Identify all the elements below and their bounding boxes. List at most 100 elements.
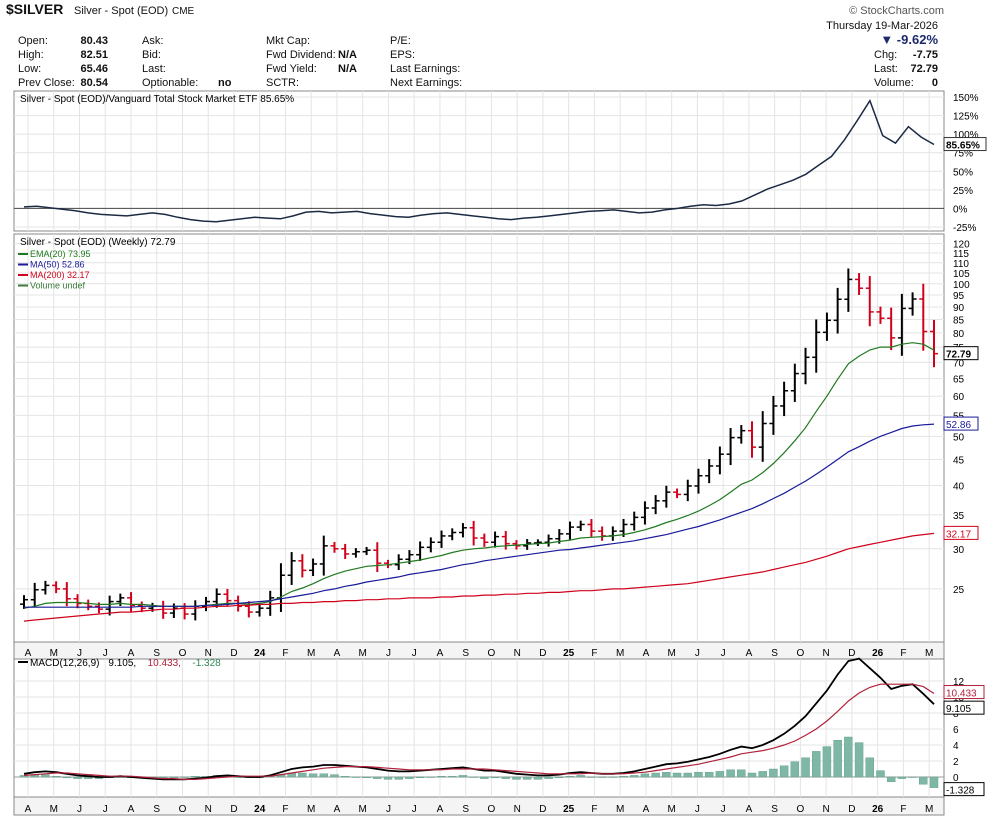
x-axis-label: J	[412, 648, 417, 659]
legend-entry: MA(50) 52.86	[30, 260, 85, 270]
x-axis-label: M	[667, 804, 675, 815]
x-axis-label: A	[643, 804, 650, 815]
x-axis-label: O	[488, 804, 496, 815]
quote-row: Chg: -7.75	[874, 48, 938, 62]
macd-hist-bar	[897, 776, 907, 779]
pane-frame	[13, 90, 945, 232]
macd-value-label: -1.328	[946, 786, 975, 797]
x-axis-label: S	[153, 648, 160, 659]
y-tick-label: 30	[953, 545, 965, 556]
y-tick-label: 95	[953, 291, 965, 302]
quote-key: EPS:	[390, 49, 416, 61]
macd-line	[23, 657, 935, 781]
ma50-line	[24, 423, 935, 608]
x-axis-label: M	[616, 804, 624, 815]
y-tick-label: 125%	[953, 112, 979, 123]
x-axis-label: J	[412, 804, 417, 815]
x-axis-label: M	[925, 648, 933, 659]
macd-hist-bar	[308, 773, 318, 778]
price-value-label: 72.79	[946, 350, 971, 361]
x-axis-label: N	[514, 648, 521, 659]
x-axis-label: J	[103, 804, 108, 815]
macd-hist-bar	[565, 776, 575, 778]
price-value-box	[943, 416, 979, 431]
macd-hist-bar	[480, 776, 489, 779]
ratio-last-box	[943, 137, 987, 152]
macd-hist-bar	[790, 761, 800, 778]
macd-legend-entry: 9.105,	[108, 658, 136, 669]
macd-hist-bar	[919, 776, 928, 785]
y-tick-label: 150%	[953, 93, 979, 104]
legend-entry: Volume undef	[30, 281, 86, 291]
macd-hist-bar	[330, 774, 339, 778]
macd-hist-bar	[41, 774, 50, 778]
macd-legend-entry: 10.433,	[148, 658, 181, 669]
y-tick-label: 12	[953, 677, 965, 688]
price-value-box	[943, 346, 979, 361]
quote-row: Prev Close: 80.54	[18, 76, 108, 90]
quote-value: 80.43	[80, 35, 108, 47]
y-tick-label: 105	[953, 269, 970, 280]
quote-key: Last Earnings:	[390, 63, 461, 75]
quote-key: Last:	[142, 63, 166, 75]
x-axis-label: O	[179, 804, 187, 815]
x-axis-label: J	[103, 648, 108, 659]
quote-row: Last:	[142, 62, 198, 76]
quote-value: 0	[931, 77, 938, 89]
pct-change: ▼ -9.62%	[880, 32, 938, 47]
quote-row: P/E:	[390, 34, 462, 48]
x-axis-label: D	[230, 648, 237, 659]
price-value-box	[943, 525, 979, 540]
macd-hist-bar	[512, 776, 521, 780]
macd-hist-bar	[779, 765, 789, 778]
quote-row: Last: 72.79	[874, 62, 938, 76]
x-axis-label: M	[667, 648, 675, 659]
quote-col-4: P/E: EPS: Last Earnings: Next Earnings:	[390, 34, 462, 90]
macd-hist-bar	[522, 776, 532, 780]
x-axis-label: F	[591, 648, 597, 659]
macd-hist-bar	[448, 776, 457, 778]
quote-row: Fwd Dividend: N/A	[266, 48, 357, 62]
macd-hist-bar	[319, 773, 328, 778]
quote-key: Mkt Cap:	[266, 35, 311, 47]
quote-value: -7.75	[912, 49, 938, 61]
x-axis-label: N	[205, 804, 212, 815]
macd-hist-bar	[726, 769, 735, 778]
x-axis-label: S	[771, 648, 778, 659]
macd-hist-bar	[854, 742, 864, 778]
macd-hist-bar	[437, 776, 446, 778]
x-axis-label: A	[128, 804, 135, 815]
y-tick-label: 50	[953, 432, 965, 443]
macd-value-label: 9.105	[946, 704, 971, 715]
macd-hist-bar	[929, 776, 939, 788]
quote-col-1: Open: 80.43 High: 82.51 Low: 65.46 Prev Close:…	[18, 34, 108, 90]
quote-key: Low:	[18, 63, 42, 75]
quote-row: Volume: 0	[874, 76, 938, 90]
x-axis-label: O	[797, 804, 805, 815]
x-axis-label: 25	[563, 648, 575, 659]
macd-hist-bar	[426, 776, 436, 778]
y-tick-label: 115	[953, 249, 969, 260]
quote-row: SCTR:	[266, 76, 336, 90]
signal-line	[23, 683, 935, 780]
x-axis-label: D	[539, 648, 546, 659]
macd-legend-entry: -1.328	[192, 658, 221, 669]
x-axis-label: D	[848, 804, 855, 815]
macd-hist-bar	[62, 776, 72, 778]
macd-legend-entry: MACD(12,26,9)	[30, 658, 99, 669]
macd-hist-bar	[662, 772, 671, 778]
macd-hist-bar	[73, 776, 82, 779]
x-axis-label: 24	[254, 648, 266, 659]
macd-hist-bar	[833, 740, 842, 778]
symbol: $SILVER	[6, 1, 64, 17]
macd-hist-bar	[630, 775, 639, 778]
macd-hist-bar	[415, 776, 425, 778]
macd-hist-bar	[737, 769, 746, 778]
x-axis-label: J	[721, 648, 726, 659]
quote-value: no	[218, 77, 232, 89]
x-axis-label: J	[721, 804, 726, 815]
x-axis-label: 25	[563, 804, 575, 815]
macd-hist-bar	[340, 776, 350, 778]
ratio-last-label: 85.65%	[946, 141, 980, 152]
x-axis-label: A	[746, 804, 753, 815]
